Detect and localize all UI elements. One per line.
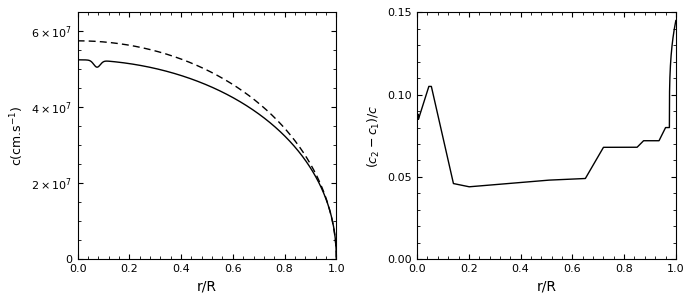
X-axis label: r/R: r/R: [197, 280, 217, 294]
X-axis label: r/R: r/R: [536, 280, 556, 294]
Y-axis label: $(c_2-c_1)/c$: $(c_2-c_1)/c$: [366, 104, 382, 168]
Y-axis label: c(cm.s$^{-1}$): c(cm.s$^{-1}$): [8, 106, 26, 166]
